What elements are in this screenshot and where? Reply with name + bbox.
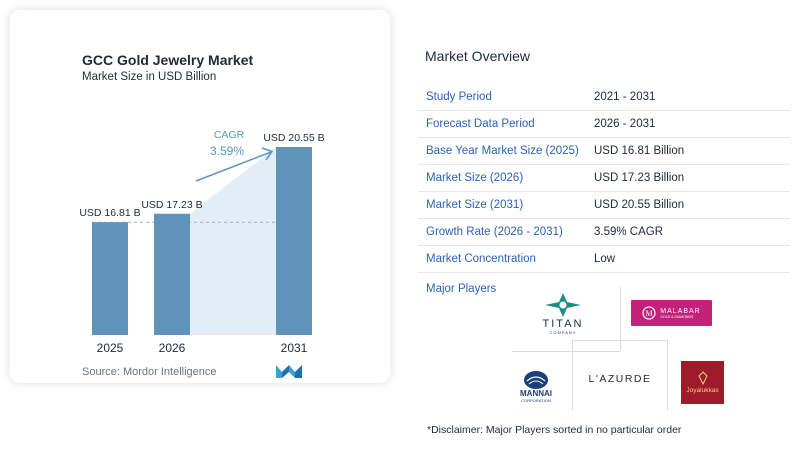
cagr-arrow [195, 151, 272, 182]
cagr-arrowhead [261, 147, 274, 161]
bar-value-label: USD 20.55 B [263, 132, 324, 144]
malabar-subtext: GOLD & DIAMONDS [660, 314, 694, 319]
x-tick-label: 2026 [159, 341, 186, 355]
overview-row-size-2026: Market Size (2026) USD 17.23 Billion [418, 165, 790, 192]
malabar-wordmark: MALABAR [660, 307, 701, 315]
overview-value: 3.59% CAGR [594, 226, 664, 238]
bar-2025 [92, 222, 128, 335]
overview-label: Base Year Market Size (2025) [426, 145, 579, 157]
lazurde-wordmark: L'AZURDE [588, 373, 652, 385]
market-overview-title: Market Overview [425, 48, 531, 64]
chart-title: GCC Gold Jewelry Market [82, 52, 254, 68]
mordor-intelligence-logo-icon [276, 365, 302, 378]
overview-row-growth-rate: Growth Rate (2026 - 2031) 3.59% CAGR [418, 219, 790, 246]
x-tick-label: 2031 [281, 341, 308, 355]
growth-band [190, 147, 276, 335]
cagr-value: 3.59% [210, 144, 244, 158]
overview-row-size-2031: Market Size (2031) USD 20.55 Billion [418, 192, 790, 219]
bar-2031 [276, 147, 312, 335]
overview-value: 2026 - 2031 [594, 118, 656, 130]
overview-row-forecast-period: Forecast Data Period 2026 - 2031 [418, 111, 790, 138]
major-players-label: Major Players [426, 283, 497, 295]
overview-row-study-period: Study Period 2021 - 2031 [418, 84, 790, 111]
mannai-wordmark: MANNAI [520, 389, 552, 398]
bar-2026 [154, 213, 190, 335]
bar-value-label: USD 17.23 B [141, 199, 202, 211]
joyalukkas-emblem-icon [697, 371, 708, 385]
overview-value: USD 20.55 Billion [594, 199, 685, 211]
players-grid-line [572, 340, 573, 410]
overview-value: USD 17.23 Billion [594, 172, 685, 184]
mannai-subtext: CORPORATION [521, 398, 551, 403]
overview-label: Growth Rate (2026 - 2031) [426, 226, 563, 238]
overview-row-concentration: Market Concentration Low [418, 246, 790, 273]
titan-logo: TITAN COMPANY [528, 290, 598, 338]
players-grid-line [667, 340, 668, 410]
titan-subtext: COMPANY [549, 330, 577, 335]
overview-value: USD 16.81 Billion [594, 145, 685, 157]
mannai-logo: MANNAI CORPORATION [508, 366, 564, 406]
mannai-emblem-icon [524, 371, 548, 389]
lazurde-logo: L'AZURDE [584, 368, 656, 390]
cagr-label: CAGR [214, 129, 245, 141]
disclaimer: *Disclaimer: Major Players sorted in no … [427, 424, 682, 436]
malabar-logo: M MALABAR GOLD & DIAMONDS [631, 300, 712, 326]
svg-text:M: M [646, 309, 653, 318]
overview-label: Forecast Data Period [426, 118, 535, 130]
players-grid-line [620, 287, 621, 351]
titan-star-icon [545, 293, 581, 317]
players-grid-line [572, 340, 667, 341]
overview-label: Market Concentration [426, 253, 536, 265]
overview-value: 2021 - 2031 [594, 91, 656, 103]
overview-value: Low [594, 253, 616, 265]
overview-label: Study Period [426, 91, 492, 103]
players-grid-line [512, 351, 620, 352]
chart-subtitle: Market Size in USD Billion [82, 71, 217, 83]
x-tick-label: 2025 [97, 341, 124, 355]
titan-wordmark: TITAN [542, 318, 584, 330]
joyalukkas-wordmark: Joyalukkas [686, 387, 719, 394]
overview-label: Market Size (2026) [426, 172, 524, 184]
bar-value-label: USD 16.81 B [79, 207, 140, 219]
overview-label: Market Size (2031) [426, 199, 524, 211]
overview-row-base-year: Base Year Market Size (2025) USD 16.81 B… [418, 138, 790, 165]
malabar-emblem-icon: M [642, 306, 656, 320]
joyalukkas-logo: Joyalukkas [681, 361, 724, 404]
chart-source: Source: Mordor Intelligence [82, 366, 217, 378]
